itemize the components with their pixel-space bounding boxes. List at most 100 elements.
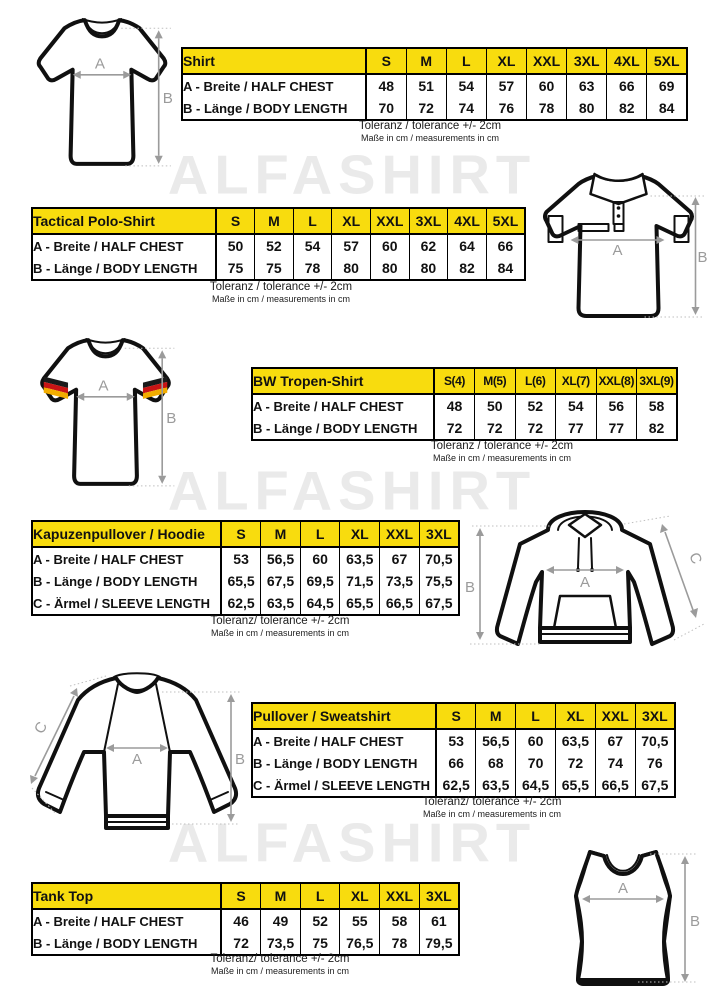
size-header: S (435, 703, 476, 730)
value-cell: 65,5 (554, 774, 596, 797)
value-cell: 80 (408, 257, 448, 280)
value-cell: 71,5 (339, 570, 380, 592)
size-header: XL (339, 883, 380, 910)
size-table-bw-tropen: BW Tropen-Shirt S(4) M(5) L(6) XL(7) XXL(8) 3X… (251, 367, 678, 441)
size-table-hoodie: Kapuzenpullover / Hoodie S M L XL XXL 3XL A - B… (31, 520, 460, 616)
size-header: 3XL(9) (636, 368, 677, 395)
size-header: M (475, 703, 516, 730)
tolerance-note: Toleranz/ tolerance +/- 2cm Maße in cm /… (332, 795, 652, 820)
value-cell: 68 (475, 752, 516, 774)
table-row: A - Breite / HALF CHEST 48 50 52 54 56 58 (252, 394, 677, 417)
value-cell: 69 (646, 74, 687, 97)
size-header: L (299, 521, 340, 548)
tolerance-text: Toleranz/ tolerance +/- 2cm (210, 615, 350, 627)
size-header: M(5) (474, 368, 515, 395)
table-row: B - Länge / BODY LENGTH 72 72 72 77 77 82 (252, 417, 677, 440)
row-label: B - Länge / BODY LENGTH (253, 420, 418, 436)
tolerance-text: Toleranz / tolerance +/- 2cm (209, 281, 353, 293)
size-header: L (445, 48, 487, 75)
row-label: B - Länge / BODY LENGTH (253, 755, 418, 771)
value-cell: 78 (379, 932, 420, 955)
measure-b-label: B (690, 913, 700, 930)
value-cell: 80 (566, 97, 607, 120)
value-cell: 72 (514, 417, 556, 440)
tolerance-note: Toleranz/ tolerance +/- 2cm Maße in cm /… (120, 614, 440, 639)
row-label: C - Ärmel / SLEEVE LENGTH (33, 595, 210, 611)
value-cell: 66 (606, 74, 647, 97)
value-cell: 53 (435, 729, 476, 752)
size-header: 3XL (634, 703, 675, 730)
size-header: XXL(8) (595, 368, 637, 395)
value-cell: 60 (525, 74, 567, 97)
value-cell: 82 (447, 257, 487, 280)
size-header: 3XL (408, 208, 448, 235)
value-cell: 67,5 (418, 592, 459, 615)
size-header: XXL (525, 48, 567, 75)
measure-b-label: B (697, 249, 707, 266)
value-cell: 67 (379, 547, 420, 570)
value-cell: 66,5 (379, 592, 420, 615)
value-cell: 75 (299, 932, 340, 955)
size-header: M (254, 208, 294, 235)
measure-b-label: B (235, 751, 245, 768)
table-title: Shirt (182, 48, 366, 75)
measure-a-label: A (618, 880, 628, 897)
tolerance-text: Toleranz/ tolerance +/- 2cm (210, 953, 350, 965)
size-table-tactical-polo: Tactical Polo-Shirt S M L XL XXL 3XL 4XL 5XL A - … (31, 207, 526, 281)
tolerance-note: Toleranz/ tolerance +/- 2cm Maße in cm /… (120, 952, 440, 977)
value-cell: 64,5 (515, 774, 556, 797)
value-cell: 55 (339, 909, 380, 932)
value-cell: 75,5 (418, 570, 459, 592)
value-cell: 56,5 (260, 547, 301, 570)
table-row: A - Breite / HALF CHEST 48 51 54 57 60 63 66 69 (182, 74, 687, 97)
size-header: XL (485, 48, 527, 75)
value-cell: 72 (474, 417, 515, 440)
size-header: M (405, 48, 447, 75)
size-header: M (260, 521, 301, 548)
table-row: A - Breite / HALF CHEST 53 56,5 60 63,5 67 70,… (252, 729, 675, 752)
row-label: B - Länge / BODY LENGTH (183, 100, 348, 116)
tolerance-text: Toleranz / tolerance +/- 2cm (358, 120, 502, 132)
value-cell: 63,5 (554, 729, 596, 752)
value-cell: 80 (331, 257, 371, 280)
value-cell: 67,5 (634, 774, 675, 797)
row-label: A - Breite / HALF CHEST (253, 398, 404, 414)
value-cell: 76 (634, 752, 675, 774)
alfashirt-watermark: ALFASHIRT (167, 143, 537, 206)
value-cell: 75 (254, 257, 294, 280)
value-cell: 60 (515, 729, 556, 752)
value-cell: 51 (405, 74, 447, 97)
value-cell: 69,5 (299, 570, 340, 592)
size-header: XL (554, 703, 596, 730)
table-row: A - Breite / HALF CHEST 53 56,5 60 63,5 67 70,… (32, 547, 459, 570)
size-header: M (260, 883, 301, 910)
row-label: A - Breite / HALF CHEST (33, 551, 184, 567)
size-header: 4XL (447, 208, 487, 235)
size-header: XXL (370, 208, 410, 235)
size-header: L (515, 703, 556, 730)
value-cell: 75 (215, 257, 255, 280)
value-cell: 82 (606, 97, 647, 120)
measure-b-label: B (163, 90, 173, 107)
value-cell: 67 (594, 729, 636, 752)
value-cell: 52 (254, 234, 294, 257)
value-cell: 64 (447, 234, 487, 257)
size-header: XXL (379, 521, 420, 548)
value-cell: 66,5 (594, 774, 636, 797)
measurements-text: Maße in cm / measurements in cm (211, 294, 351, 304)
value-cell: 78 (525, 97, 567, 120)
value-cell: 64,5 (299, 592, 340, 615)
row-label: C - Ärmel / SLEEVE LENGTH (253, 777, 430, 793)
value-cell: 74 (594, 752, 636, 774)
value-cell: 82 (636, 417, 677, 440)
measurements-text: Maße in cm / measurements in cm (210, 628, 350, 638)
table-row: A - Breite / HALF CHEST 46 49 52 55 58 61 (32, 909, 459, 932)
value-cell: 62 (408, 234, 448, 257)
size-table-tank-top: Tank Top S M L XL XXL 3XL A - Breite / HALF CHE… (31, 882, 460, 956)
value-cell: 65,5 (220, 570, 261, 592)
value-cell: 61 (418, 909, 459, 932)
measure-a-label: A (612, 242, 622, 259)
table-row: B - Länge / BODY LENGTH 65,5 67,5 69,5 71,5 7… (32, 570, 459, 592)
value-cell: 73,5 (260, 932, 301, 955)
row-label: B - Länge / BODY LENGTH (33, 935, 198, 951)
